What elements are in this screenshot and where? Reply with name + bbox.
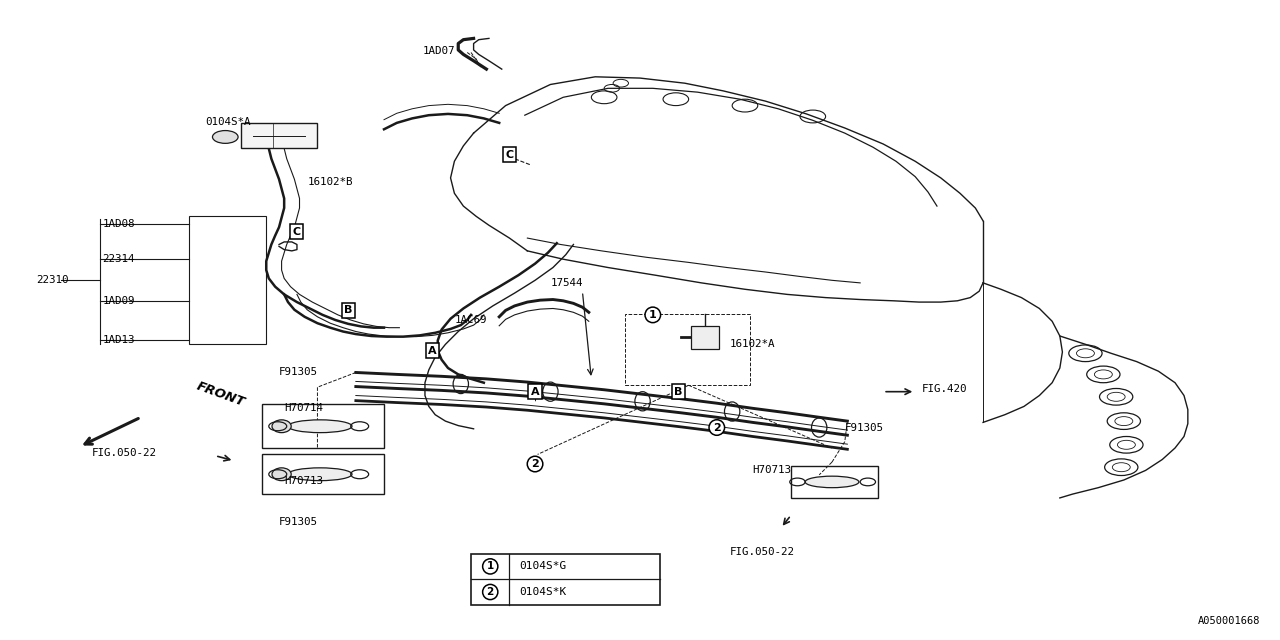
Text: 1AD09: 1AD09 <box>102 296 134 306</box>
Text: 22310: 22310 <box>36 275 68 285</box>
Text: A: A <box>429 346 436 356</box>
Text: 1AC69: 1AC69 <box>454 315 486 325</box>
Text: 2: 2 <box>713 422 721 433</box>
Bar <box>189 216 266 344</box>
Text: H70713: H70713 <box>284 476 323 486</box>
Text: FRONT: FRONT <box>195 380 247 410</box>
Text: FIG.050-22: FIG.050-22 <box>92 448 157 458</box>
Bar <box>691 326 719 349</box>
Text: FIG.420: FIG.420 <box>922 384 968 394</box>
Text: A: A <box>531 387 539 397</box>
Text: B: B <box>675 387 682 397</box>
Text: F91305: F91305 <box>279 367 317 378</box>
Text: 0104S*G: 0104S*G <box>520 561 567 572</box>
Ellipse shape <box>805 476 859 488</box>
Text: F91305: F91305 <box>279 516 317 527</box>
Text: 1AD13: 1AD13 <box>102 335 134 346</box>
Bar <box>791 466 878 498</box>
Bar <box>471 554 660 605</box>
Text: H70714: H70714 <box>284 403 323 413</box>
Ellipse shape <box>288 420 352 433</box>
Text: 16102*A: 16102*A <box>730 339 776 349</box>
Text: 0104S*A: 0104S*A <box>205 116 251 127</box>
Circle shape <box>212 131 238 143</box>
Text: 1: 1 <box>486 561 494 572</box>
Text: FIG.050-22: FIG.050-22 <box>730 547 795 557</box>
Text: 2: 2 <box>486 587 494 597</box>
Text: 16102*B: 16102*B <box>307 177 353 188</box>
Text: 0104S*K: 0104S*K <box>520 587 567 597</box>
Bar <box>625 314 750 385</box>
Bar <box>262 404 384 448</box>
Text: 1: 1 <box>649 310 657 320</box>
Text: B: B <box>344 305 352 316</box>
Text: 2: 2 <box>531 459 539 469</box>
Text: 22314: 22314 <box>102 254 134 264</box>
Bar <box>241 123 317 148</box>
Text: A050001668: A050001668 <box>1198 616 1261 626</box>
Text: 1AD07: 1AD07 <box>422 46 454 56</box>
Ellipse shape <box>273 420 292 433</box>
Ellipse shape <box>273 468 292 481</box>
Text: H70713: H70713 <box>753 465 791 476</box>
Text: 1AD08: 1AD08 <box>102 219 134 229</box>
Text: C: C <box>506 150 513 160</box>
Bar <box>262 454 384 494</box>
Text: C: C <box>293 227 301 237</box>
Text: 17544: 17544 <box>550 278 582 288</box>
Ellipse shape <box>288 468 352 481</box>
Text: F91305: F91305 <box>845 422 883 433</box>
